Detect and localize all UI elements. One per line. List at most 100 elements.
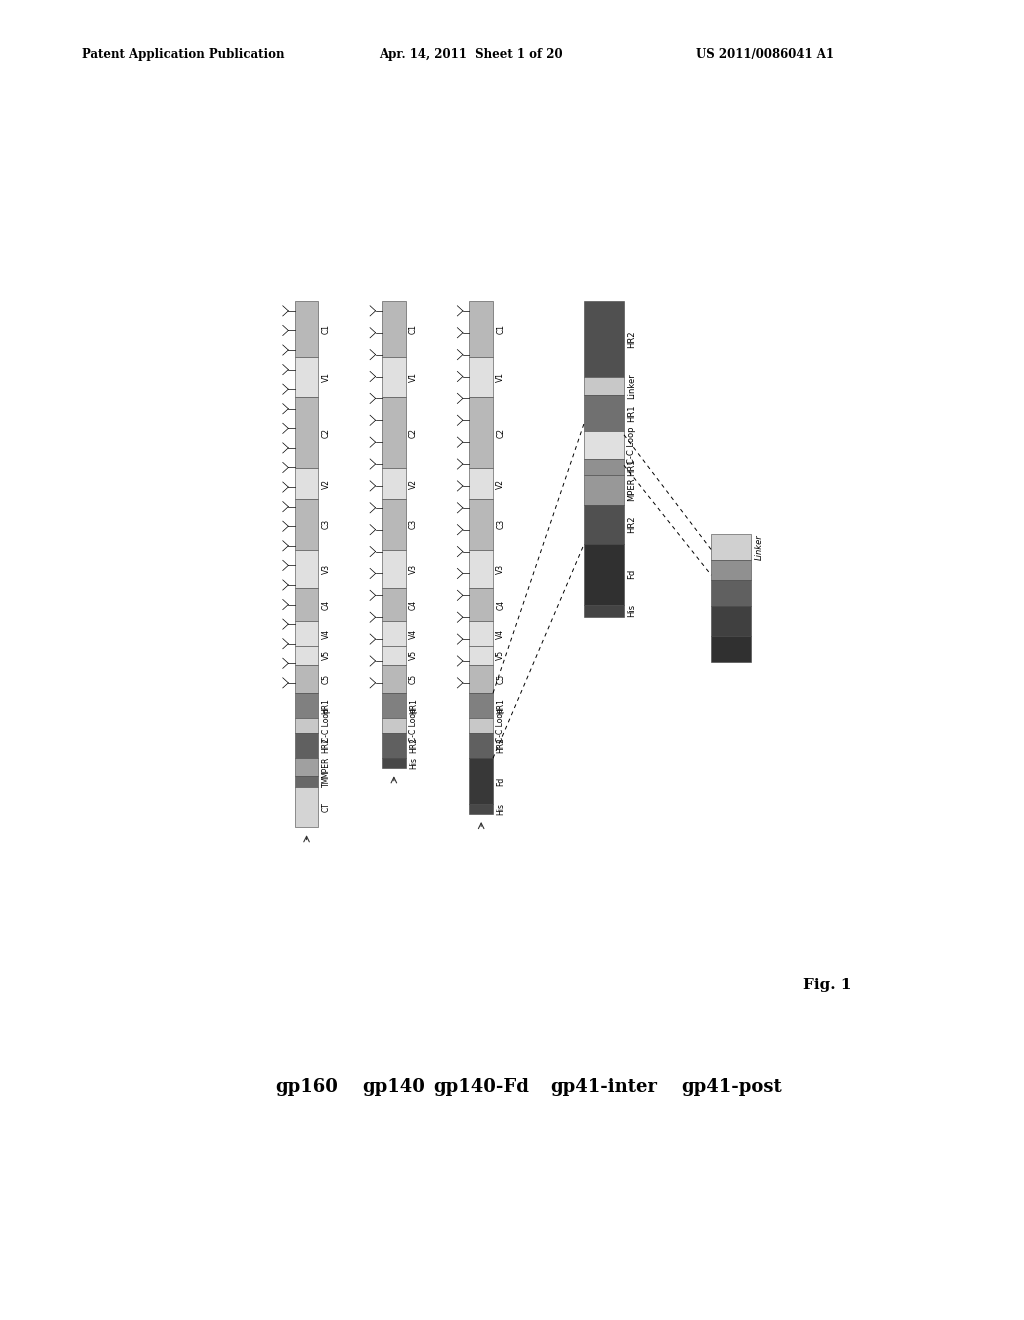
Text: C-C Loop: C-C Loop bbox=[322, 709, 331, 742]
Bar bbox=[295, 620, 318, 647]
Text: C5: C5 bbox=[409, 673, 418, 684]
Bar bbox=[585, 605, 624, 616]
Bar bbox=[295, 647, 318, 664]
Text: C4: C4 bbox=[497, 599, 505, 610]
Text: Patent Application Publication: Patent Application Publication bbox=[82, 48, 285, 61]
Bar bbox=[295, 664, 318, 693]
Bar bbox=[295, 733, 318, 758]
Text: V1: V1 bbox=[497, 372, 505, 381]
Text: V3: V3 bbox=[322, 564, 331, 574]
Text: V3: V3 bbox=[497, 564, 505, 574]
Bar bbox=[382, 733, 406, 758]
Text: CT: CT bbox=[322, 803, 331, 812]
Bar bbox=[469, 733, 494, 758]
Text: C2: C2 bbox=[322, 428, 331, 438]
Bar bbox=[382, 693, 406, 718]
Text: HR1: HR1 bbox=[409, 698, 418, 714]
Bar bbox=[295, 397, 318, 469]
Bar bbox=[712, 581, 751, 606]
Bar bbox=[712, 535, 751, 560]
Bar bbox=[469, 718, 494, 733]
Bar bbox=[295, 589, 318, 620]
Bar bbox=[469, 758, 494, 804]
Text: Linker: Linker bbox=[627, 374, 636, 399]
Bar bbox=[382, 664, 406, 693]
Text: gp41-inter: gp41-inter bbox=[551, 1078, 657, 1096]
Text: V1: V1 bbox=[409, 372, 418, 381]
Bar bbox=[382, 647, 406, 664]
Text: His: His bbox=[409, 758, 418, 770]
Bar bbox=[382, 758, 406, 768]
Bar bbox=[382, 549, 406, 589]
Bar bbox=[469, 589, 494, 620]
Text: gp140: gp140 bbox=[362, 1078, 425, 1096]
Text: C1: C1 bbox=[497, 323, 505, 334]
Bar bbox=[469, 693, 494, 718]
Bar bbox=[382, 499, 406, 549]
Bar bbox=[382, 397, 406, 469]
Text: V5: V5 bbox=[322, 651, 331, 660]
Text: C-C Loop: C-C Loop bbox=[627, 426, 636, 463]
Bar bbox=[469, 469, 494, 499]
Bar bbox=[585, 430, 624, 459]
Text: Apr. 14, 2011  Sheet 1 of 20: Apr. 14, 2011 Sheet 1 of 20 bbox=[379, 48, 562, 61]
Text: C-C Loop: C-C Loop bbox=[497, 709, 505, 742]
Text: C5: C5 bbox=[497, 673, 505, 684]
Bar bbox=[469, 664, 494, 693]
Text: HR1: HR1 bbox=[627, 404, 636, 422]
Text: C3: C3 bbox=[409, 519, 418, 529]
Text: HR1: HR1 bbox=[322, 698, 331, 714]
Text: V5: V5 bbox=[409, 651, 418, 660]
Text: Linker: Linker bbox=[755, 535, 764, 560]
Bar bbox=[295, 356, 318, 397]
Text: Fig. 1: Fig. 1 bbox=[803, 978, 851, 991]
Text: HR2: HR2 bbox=[497, 738, 505, 754]
Text: Fd: Fd bbox=[627, 569, 636, 579]
Text: gp41-post: gp41-post bbox=[681, 1078, 781, 1096]
Text: V4: V4 bbox=[497, 628, 505, 639]
Bar bbox=[295, 787, 318, 828]
Bar bbox=[295, 499, 318, 549]
Text: HR2: HR2 bbox=[409, 738, 418, 754]
Bar bbox=[469, 549, 494, 589]
Bar bbox=[382, 469, 406, 499]
Bar bbox=[469, 356, 494, 397]
Bar bbox=[295, 776, 318, 787]
Bar bbox=[585, 506, 624, 544]
Text: V5: V5 bbox=[497, 651, 505, 660]
Text: C4: C4 bbox=[322, 599, 331, 610]
Text: C1: C1 bbox=[322, 323, 331, 334]
Text: C2: C2 bbox=[409, 428, 418, 438]
Bar bbox=[295, 758, 318, 776]
Text: US 2011/0086041 A1: US 2011/0086041 A1 bbox=[696, 48, 835, 61]
Bar bbox=[585, 544, 624, 605]
Bar bbox=[469, 620, 494, 647]
Text: HR1: HR1 bbox=[497, 698, 505, 714]
Text: V3: V3 bbox=[409, 564, 418, 574]
Text: V2: V2 bbox=[497, 479, 505, 488]
Text: His: His bbox=[497, 803, 505, 814]
Text: HR1: HR1 bbox=[627, 458, 636, 475]
Bar bbox=[712, 636, 751, 661]
Bar bbox=[382, 301, 406, 356]
Text: V4: V4 bbox=[322, 628, 331, 639]
Bar bbox=[585, 459, 624, 474]
Bar bbox=[382, 356, 406, 397]
Bar bbox=[469, 397, 494, 469]
Text: gp140-Fd: gp140-Fd bbox=[433, 1078, 529, 1096]
Text: C5: C5 bbox=[322, 673, 331, 684]
Text: TM: TM bbox=[322, 776, 331, 787]
Text: MPER: MPER bbox=[627, 478, 636, 502]
Bar bbox=[382, 718, 406, 733]
Bar bbox=[712, 606, 751, 636]
Bar bbox=[295, 469, 318, 499]
Text: MPER: MPER bbox=[322, 756, 331, 777]
Text: C2: C2 bbox=[497, 428, 505, 438]
Text: C4: C4 bbox=[409, 599, 418, 610]
Text: C-C Loop: C-C Loop bbox=[409, 709, 418, 742]
Bar bbox=[469, 301, 494, 356]
Text: V2: V2 bbox=[409, 479, 418, 488]
Bar bbox=[295, 301, 318, 356]
Text: C1: C1 bbox=[409, 323, 418, 334]
Text: gp160: gp160 bbox=[275, 1078, 338, 1096]
